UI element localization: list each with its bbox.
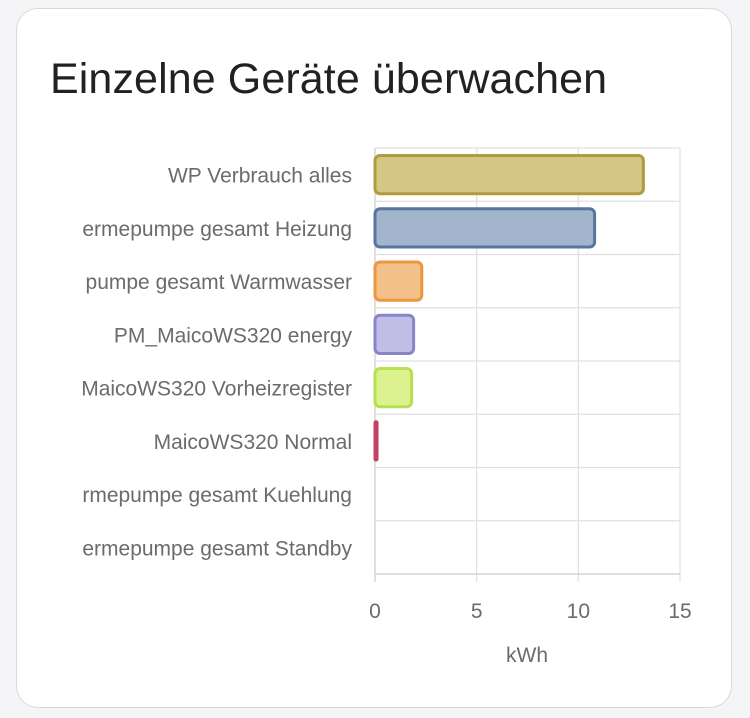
bar[interactable] [373,420,379,462]
x-tick-labels: 0 5 10 15 [369,600,692,623]
bar[interactable] [373,207,597,249]
category-label: WP Verbrauch alles [168,165,352,188]
category-label: pumpe gesamt Warmwasser [86,271,352,294]
bar[interactable] [373,260,424,302]
grid-lines [374,147,681,582]
category-label: ermepumpe gesamt Heizung [82,218,352,241]
x-tick-label: 10 [567,600,590,623]
bar[interactable] [373,313,416,356]
x-tick-label: 15 [668,600,691,623]
category-label: ermepumpe gesamt Standby [82,537,352,560]
category-label: MaicoWS320 Normal [154,431,352,454]
bar[interactable] [373,366,414,409]
energy-card [16,8,732,708]
category-label: MaicoWS320 Vorheizregister [81,378,352,401]
card-title: Einzelne Geräte überwachen [50,55,608,103]
x-tick-label: 5 [471,600,483,623]
bar[interactable] [373,153,645,196]
category-label: PM_MaicoWS320 energy [114,324,353,347]
category-labels: WP Verbrauch alles ermepumpe gesamt Heizu… [81,165,352,561]
category-label: rmepumpe gesamt Kuehlung [82,484,352,507]
x-axis-title: kWh [506,644,548,667]
x-tick-label: 0 [369,600,381,623]
bars [373,153,645,462]
